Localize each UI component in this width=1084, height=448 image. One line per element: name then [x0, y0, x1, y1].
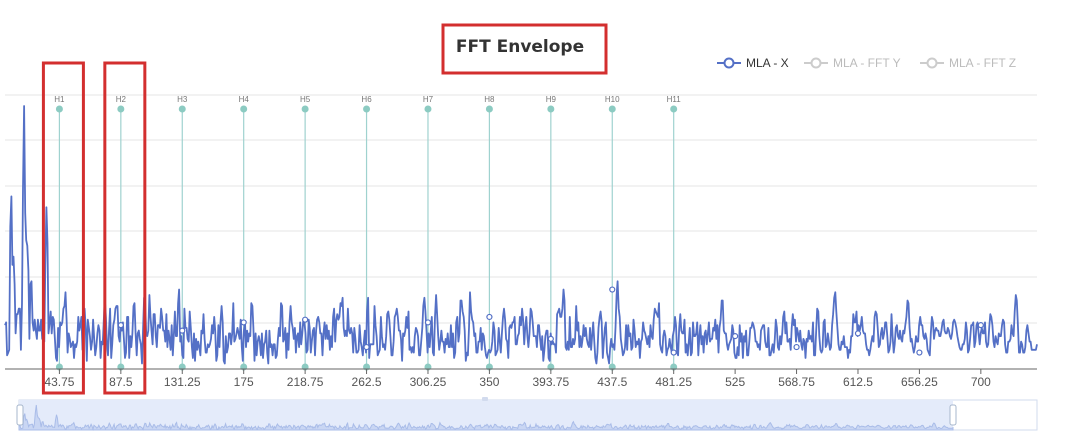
series-marker [363, 343, 370, 351]
series-group [4, 105, 1038, 365]
legend-circle-icon [926, 57, 938, 69]
x-tick-label: 481.25 [655, 375, 692, 389]
harmonic-label: H10 [605, 95, 620, 104]
series-marker [240, 319, 247, 326]
legend-label: MLA - FFT Z [949, 56, 1016, 70]
harmonic-label: H5 [300, 95, 311, 104]
harmonic-top-dot [301, 105, 309, 113]
chart-title: FFT Envelope [456, 37, 584, 57]
data-zoom-left-handle[interactable] [16, 404, 24, 426]
legend: MLA - X MLA - FFT Y MLA - FFT Z [717, 56, 1016, 70]
x-tick-label: 700 [971, 375, 991, 389]
legend-label: MLA - X [746, 56, 789, 70]
x-tick-label: 175 [234, 375, 254, 389]
series-marker [977, 322, 984, 329]
harmonic-top-dot [424, 105, 432, 113]
legend-label: MLA - FFT Y [833, 56, 901, 70]
harmonic-label: H9 [546, 95, 557, 104]
legend-circle-icon [723, 57, 735, 69]
series-marker [609, 286, 616, 293]
harmonic-highlights [41, 61, 147, 395]
x-tick-label: 568.75 [778, 375, 815, 389]
harmonic-top-dot [55, 105, 63, 113]
legend-item-0[interactable]: MLA - X [717, 56, 789, 70]
highlight-box-h1 [41, 61, 85, 395]
series-marker [547, 335, 554, 342]
series-marker [732, 333, 739, 340]
series-marker [916, 349, 923, 356]
harmonic-top-dot [363, 105, 371, 113]
legend-circle-icon [810, 57, 822, 69]
x-axis-ticks: 43.75 87.5 131.25 175 218.75 262.5 306.25 350 39… [44, 369, 991, 389]
series-marker [670, 349, 677, 356]
harmonic-label: H4 [239, 95, 250, 104]
x-tick-label: 87.5 [109, 375, 133, 389]
harmonic-label: H8 [484, 95, 495, 104]
harmonic-label: H3 [177, 95, 188, 104]
harmonic-top-dot [178, 105, 186, 113]
x-tick-label: 350 [479, 375, 499, 389]
x-tick-label: 525 [725, 375, 745, 389]
harmonic-label: H1 [54, 95, 65, 104]
harmonic-label: H6 [361, 95, 372, 104]
harmonic-top-dot [547, 105, 555, 113]
series-marker [793, 343, 800, 351]
highlight-box-h2 [103, 61, 147, 395]
x-tick-label: 656.25 [901, 375, 938, 389]
harmonic-top-dot [608, 105, 616, 113]
series-marker [854, 330, 862, 337]
x-tick-label: 437.5 [597, 375, 627, 389]
x-tick-label: 218.75 [287, 375, 324, 389]
series-line-mla-x [4, 105, 1038, 365]
harmonic-label: H2 [116, 95, 127, 104]
series-marker [179, 327, 186, 334]
harmonic-label: H11 [667, 95, 682, 104]
series-marker [424, 319, 432, 326]
harmonic-top-dot [240, 105, 248, 113]
data-zoom-overview-area [18, 404, 954, 431]
x-tick-label: 131.25 [164, 375, 201, 389]
legend-item-1[interactable]: MLA - FFT Y [804, 56, 901, 70]
data-zoom-move-handle[interactable] [482, 397, 488, 401]
data-zoom-slider[interactable] [16, 397, 1038, 431]
x-tick-label: 393.75 [532, 375, 569, 389]
harmonic-top-dot [670, 105, 678, 113]
x-tick-label: 306.25 [410, 375, 447, 389]
title-highlight-box [441, 23, 608, 75]
harmonic-top-dot [117, 105, 125, 113]
legend-item-2[interactable]: MLA - FFT Z [920, 56, 1016, 70]
series-marker [117, 322, 124, 329]
series-marker [486, 313, 493, 321]
harmonic-label: H7 [423, 95, 434, 104]
harmonic-top-dot [485, 105, 493, 113]
data-zoom-right-handle[interactable] [949, 404, 957, 426]
x-tick-label: 262.5 [352, 375, 382, 389]
x-tick-label: 612.5 [843, 375, 873, 389]
x-tick-label: 43.75 [44, 375, 74, 389]
series-marker [302, 316, 309, 323]
